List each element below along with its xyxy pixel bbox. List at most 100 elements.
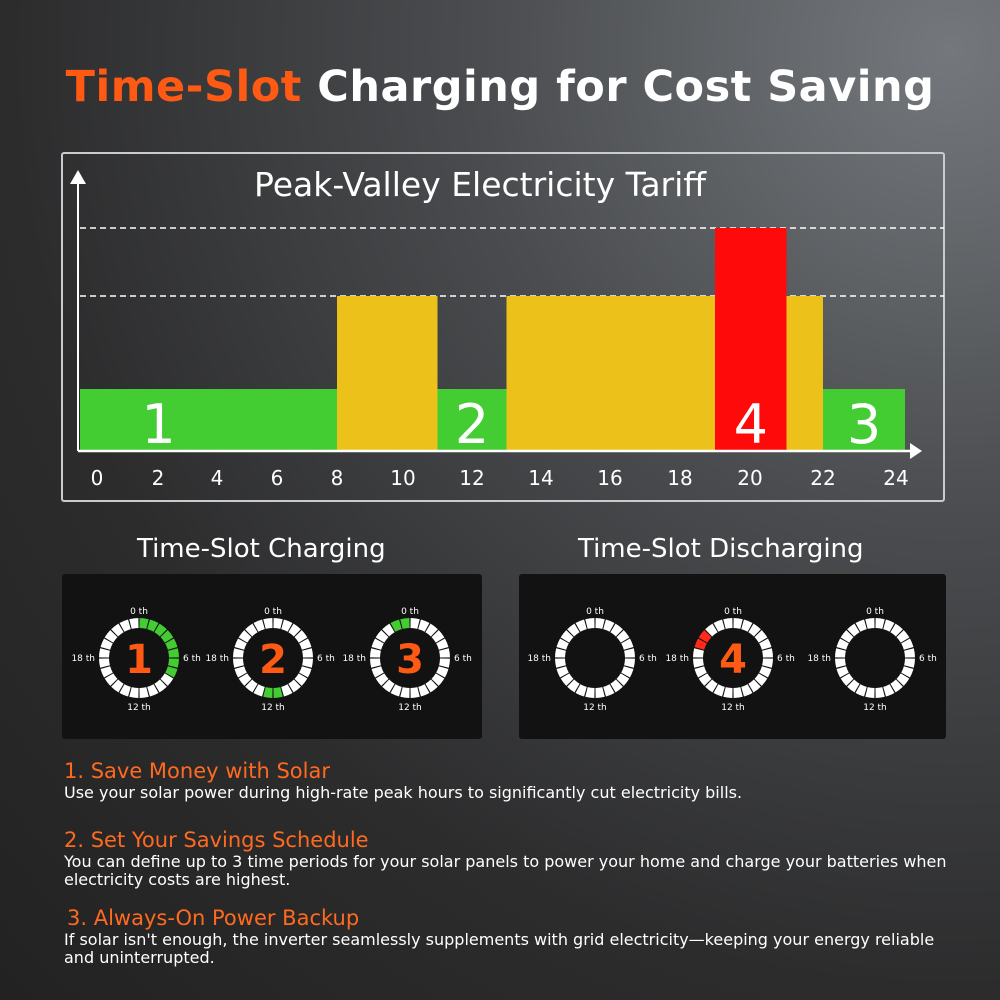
- hour-segment: [382, 679, 395, 693]
- hour-segment: [245, 623, 258, 637]
- label-12th: 12 th: [721, 703, 745, 713]
- x-tick-label: 10: [390, 466, 415, 490]
- hour-segment: [624, 648, 635, 658]
- hour-segment: [754, 630, 768, 643]
- hour-segment: [299, 638, 312, 650]
- hour-segment: [883, 619, 895, 632]
- hour-segment: [425, 623, 438, 637]
- hour-segment: [603, 684, 615, 697]
- charging-title: Time-Slot Charging: [137, 534, 386, 564]
- bar-segment: [715, 228, 787, 450]
- feature-text: You can define up to 3 time periods for …: [64, 852, 947, 889]
- hour-segment: [621, 666, 634, 678]
- label-0th: 0 th: [130, 607, 148, 617]
- hour-segment: [294, 673, 308, 686]
- hour-segment: [436, 638, 449, 650]
- hour-segment: [713, 684, 725, 697]
- hour-segment: [375, 630, 389, 643]
- label-12th: 12 th: [261, 703, 285, 713]
- slot-number: 3: [396, 637, 424, 683]
- hour-segment: [410, 687, 420, 698]
- hour-segment: [585, 618, 595, 629]
- hour-segment: [896, 630, 910, 643]
- label-6th: 6 th: [454, 654, 472, 664]
- hour-segment: [410, 618, 420, 629]
- bar-segment: [437, 389, 507, 450]
- hour-segment: [555, 658, 566, 668]
- hour-segment: [875, 687, 885, 698]
- hour-segment: [299, 666, 312, 678]
- hour-segment: [733, 618, 743, 629]
- hour-segment: [693, 648, 704, 658]
- hour-segment: [281, 684, 293, 697]
- hour-segment: [705, 623, 718, 637]
- hour-segment: [154, 623, 167, 637]
- hour-segment: [234, 666, 247, 678]
- x-tick-label: 22: [810, 466, 835, 490]
- label-6th: 6 th: [317, 654, 335, 664]
- bar-segment: [823, 389, 905, 450]
- y-axis-arrow-icon: [70, 170, 86, 184]
- hour-segment: [603, 619, 615, 632]
- x-tick-label: 20: [737, 466, 762, 490]
- hour-segment: [567, 679, 580, 693]
- charging-panel: 1 0 th 6 th 12 th 18 th 2 0 th 6 th 12 th 18 th 3 0…: [62, 574, 482, 739]
- hour-segment: [575, 619, 587, 632]
- bar-segment: [506, 296, 715, 450]
- hour-segment: [759, 638, 772, 650]
- hour-segment: [273, 618, 283, 629]
- hour-segment: [111, 623, 124, 637]
- discharging-title: Time-Slot Discharging: [578, 534, 864, 564]
- hour-segment: [371, 638, 384, 650]
- page-title: Time-Slot Charging for Cost Saving: [65, 62, 935, 112]
- tariff-chart: 1 2 4 30 2 4 6 8 10 12 14 16 18 20 22 24: [70, 170, 905, 490]
- hour-segment: [616, 630, 630, 643]
- hour-segment: [748, 679, 761, 693]
- bar-segment: [80, 389, 337, 450]
- hour-segment: [865, 618, 875, 629]
- label-12th: 12 th: [398, 703, 422, 713]
- label-12th: 12 th: [583, 703, 607, 713]
- hour-segment: [762, 648, 773, 658]
- hour-segment: [100, 638, 113, 650]
- hour-segment: [733, 687, 743, 698]
- bar-label: 4: [734, 393, 768, 456]
- hour-segment: [624, 658, 635, 668]
- hour-segment: [111, 679, 124, 693]
- hour-segment: [694, 638, 707, 650]
- hour-segment: [160, 630, 174, 643]
- x-tick-label: 8: [331, 466, 344, 490]
- hour-segment: [840, 673, 854, 686]
- hour-segment: [263, 618, 273, 629]
- bar-segment: [786, 296, 823, 450]
- x-tick-label: 2: [152, 466, 165, 490]
- x-tick-label: 6: [271, 466, 284, 490]
- hour-segment: [835, 658, 846, 668]
- hour-segment: [436, 666, 449, 678]
- hour-segment: [139, 687, 149, 698]
- feature-text: Use your solar power during high-rate pe…: [64, 783, 743, 802]
- hour-segment: [418, 684, 430, 697]
- bar-label: 2: [455, 393, 489, 456]
- hour-segment: [400, 618, 410, 629]
- x-tick-label: 4: [211, 466, 224, 490]
- clock-dial: 3 0 th 6 th 12 th 18 th: [342, 607, 471, 713]
- x-tick-label: 12: [459, 466, 484, 490]
- feature-2: 2. Set Your Savings Schedule You can def…: [64, 827, 964, 889]
- hour-segment: [233, 658, 244, 668]
- hour-segment: [694, 666, 707, 678]
- hour-segment: [875, 618, 885, 629]
- hour-segment: [288, 623, 301, 637]
- label-18th: 18 th: [527, 654, 551, 664]
- hour-segment: [160, 673, 174, 686]
- hour-segment: [100, 666, 113, 678]
- bar-segment: [337, 296, 438, 450]
- hour-segment: [281, 619, 293, 632]
- hour-segment: [302, 648, 313, 658]
- hour-segment: [425, 679, 438, 693]
- label-0th: 0 th: [866, 607, 884, 617]
- label-12th: 12 th: [127, 703, 151, 713]
- hour-segment: [555, 648, 566, 658]
- hour-segment: [723, 618, 733, 629]
- hour-segment: [119, 684, 131, 697]
